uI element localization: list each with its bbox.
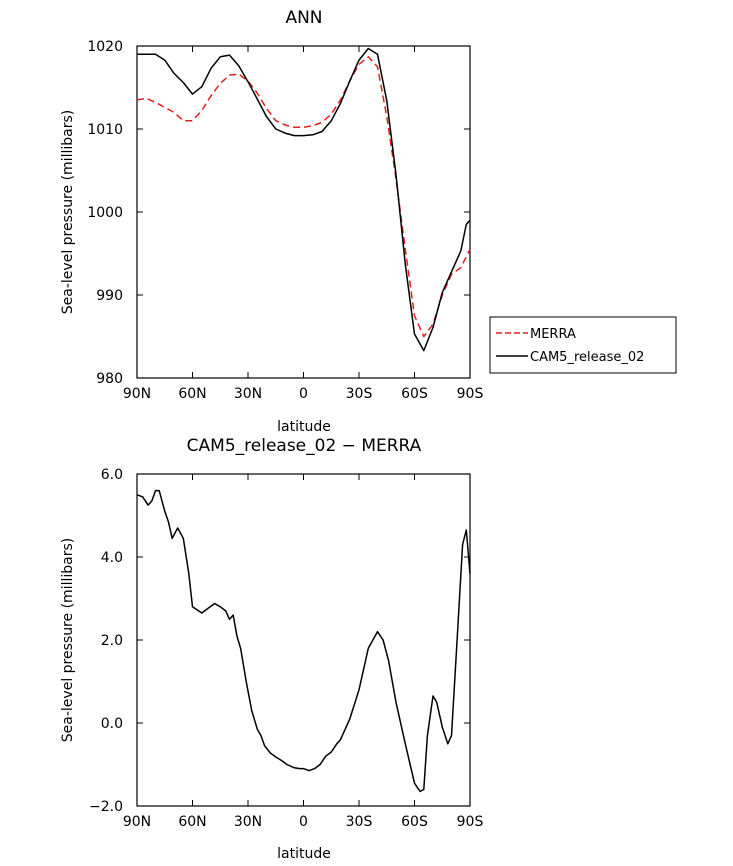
y-axis-label: Sea-level pressure (millibars) — [60, 538, 76, 742]
difference-chart: CAM5_release_02 − MERRA 90N 60N 30N 0 30S 60S… — [60, 436, 483, 862]
x-tick-label: 90S — [457, 814, 484, 830]
series-line-cam5-release-02-merra — [136, 489, 471, 793]
x-tick-label: 30S — [346, 386, 373, 402]
legend-label-merra: MERRA — [530, 327, 576, 342]
series-line-merra — [136, 56, 471, 338]
x-tick-label: 30N — [234, 814, 262, 830]
y-tick-label: 980 — [96, 371, 123, 387]
x-tick-label: 90N — [123, 814, 151, 830]
y-tick-label: 1020 — [87, 39, 123, 55]
plot-frame — [136, 473, 471, 807]
x-tick-label: 90S — [457, 386, 484, 402]
axis-ticks: 90N 60N 30N 0 30S 60S 90S −2.0 0.0 2.0 4.0 6.0 — [89, 467, 483, 830]
y-tick-label: −2.0 — [89, 799, 123, 815]
chart-title: ANN — [285, 8, 322, 28]
x-tick-label: 0 — [299, 386, 308, 402]
legend-label-cam5: CAM5_release_02 — [530, 350, 644, 365]
y-tick-label: 6.0 — [101, 467, 123, 483]
y-tick-label: 0.0 — [101, 716, 123, 732]
chart-title: CAM5_release_02 − MERRA — [187, 436, 422, 456]
legend: MERRA CAM5_release_02 — [489, 316, 677, 374]
x-tick-label: 90N — [123, 386, 151, 402]
x-tick-label: 60S — [401, 386, 428, 402]
y-tick-label: 990 — [96, 288, 123, 304]
x-tick-label: 0 — [299, 814, 308, 830]
legend-box — [489, 316, 677, 374]
x-axis-label: latitude — [277, 846, 331, 862]
sea-level-pressure-chart: ANN 90N 60N 30N 0 30S 60S 90S 980 990 1000 1010 102… — [60, 8, 677, 435]
axis-ticks: 90N 60N 30N 0 30S 60S 90S 980 990 1000 1010 1020 — [87, 39, 483, 402]
x-tick-label: 60S — [401, 814, 428, 830]
y-tick-label: 2.0 — [101, 633, 123, 649]
x-tick-label: 60N — [178, 814, 206, 830]
x-tick-label: 30S — [346, 814, 373, 830]
y-tick-label: 4.0 — [101, 550, 123, 566]
y-axis-label: Sea-level pressure (millibars) — [60, 110, 76, 314]
series-line-cam5-release-02 — [137, 47, 471, 352]
series-lines — [136, 489, 471, 793]
x-axis-label: latitude — [277, 419, 331, 435]
series-lines — [136, 47, 471, 352]
y-tick-label: 1000 — [87, 205, 123, 221]
y-tick-label: 1010 — [87, 122, 123, 138]
x-tick-label: 30N — [234, 386, 262, 402]
x-tick-label: 60N — [178, 386, 206, 402]
